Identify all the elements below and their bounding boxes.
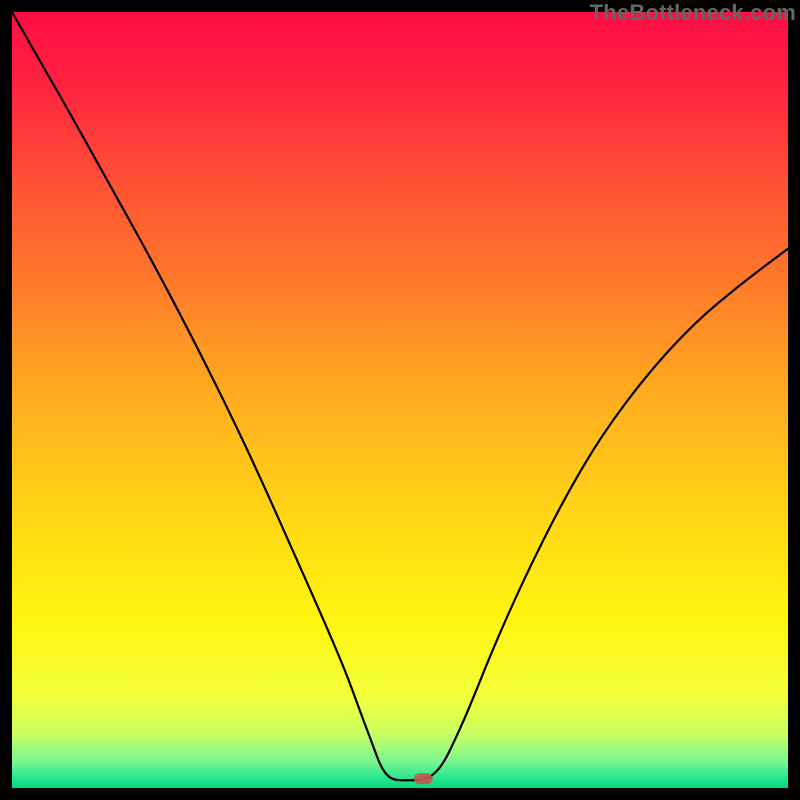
optimal-point-marker bbox=[414, 773, 433, 784]
chart-background-gradient bbox=[12, 12, 788, 788]
bottleneck-chart: TheBottleneck.com bbox=[0, 0, 800, 800]
chart-canvas bbox=[0, 0, 800, 800]
watermark-text: TheBottleneck.com bbox=[590, 0, 796, 26]
